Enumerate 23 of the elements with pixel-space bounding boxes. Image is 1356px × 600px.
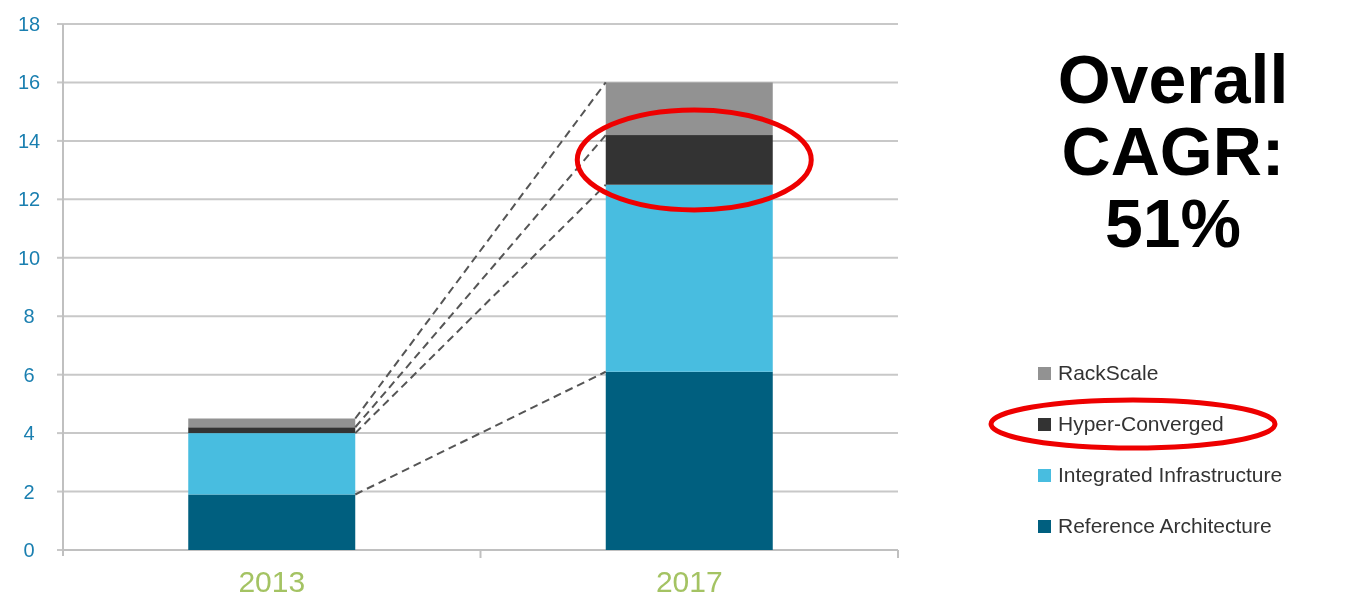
legend-label: Hyper-Converged <box>1058 412 1224 436</box>
bar <box>188 494 356 550</box>
y-tick-label: 2 <box>23 480 35 503</box>
bar <box>188 418 356 428</box>
legend-label: Integrated Infrastructure <box>1058 463 1283 487</box>
y-tick-label: 4 <box>23 422 35 445</box>
bar <box>188 433 356 495</box>
y-tick-label: 16 <box>17 71 41 94</box>
y-tick-label: 6 <box>23 363 35 386</box>
x-tick-label: 2013 <box>238 565 306 598</box>
legend-label: Reference Architecture <box>1058 514 1272 538</box>
text: Overall CAGR: 51% <box>1057 41 1289 261</box>
bar <box>605 371 773 550</box>
y-tick-label: 14 <box>17 129 41 152</box>
legend-label: RackScale <box>1058 361 1159 385</box>
y-tick-label: 8 <box>23 305 35 328</box>
y-tick-label: 12 <box>17 188 41 211</box>
x-tick-label: 2017 <box>655 565 723 598</box>
y-tick-label: 0 <box>23 539 35 561</box>
y-tick-label: 10 <box>17 246 41 269</box>
bar <box>188 427 356 434</box>
bar <box>605 135 773 185</box>
y-tick-label: 18 <box>17 13 41 35</box>
